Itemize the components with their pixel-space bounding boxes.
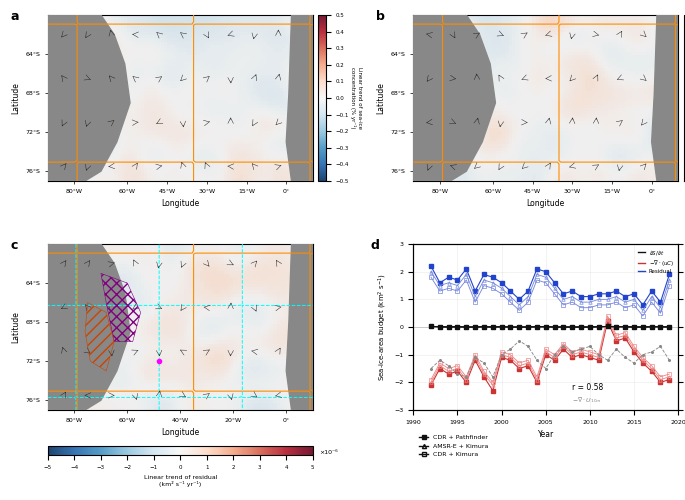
Text: ×10⁻⁶: ×10⁻⁶	[320, 450, 338, 455]
Polygon shape	[413, 15, 495, 181]
Y-axis label: Latitude: Latitude	[11, 311, 20, 343]
X-axis label: Longitude: Longitude	[161, 199, 199, 208]
Y-axis label: Sea-ice-area budget (km$^2$ s$^{-1}$): Sea-ice-area budget (km$^2$ s$^{-1}$)	[377, 273, 389, 381]
Polygon shape	[48, 244, 130, 410]
Text: r = 0.58: r = 0.58	[572, 383, 603, 392]
X-axis label: Longitude: Longitude	[161, 428, 199, 437]
Y-axis label: Linear trend of sea-ice
concentration (% yr⁻¹): Linear trend of sea-ice concentration (%…	[350, 67, 362, 129]
Text: c: c	[11, 239, 18, 252]
X-axis label: Linear trend of residual
(km² s⁻¹ yr⁻¹): Linear trend of residual (km² s⁻¹ yr⁻¹)	[144, 476, 217, 488]
Polygon shape	[48, 15, 130, 181]
Polygon shape	[286, 244, 313, 410]
Y-axis label: Latitude: Latitude	[376, 82, 385, 114]
Text: a: a	[11, 10, 19, 23]
X-axis label: Year: Year	[538, 430, 554, 440]
Text: b: b	[376, 10, 385, 23]
Text: $-∇\cdot U_{10m}$: $-∇\cdot U_{10m}$	[572, 394, 602, 404]
X-axis label: Longitude: Longitude	[527, 199, 565, 208]
Text: d: d	[371, 239, 380, 252]
Polygon shape	[286, 15, 313, 181]
Polygon shape	[651, 15, 678, 181]
Y-axis label: Latitude: Latitude	[11, 82, 20, 114]
Legend: CDR + Pathfinder, AMSR-E + Kimura, CDR + Kimura: CDR + Pathfinder, AMSR-E + Kimura, CDR +…	[416, 432, 491, 460]
